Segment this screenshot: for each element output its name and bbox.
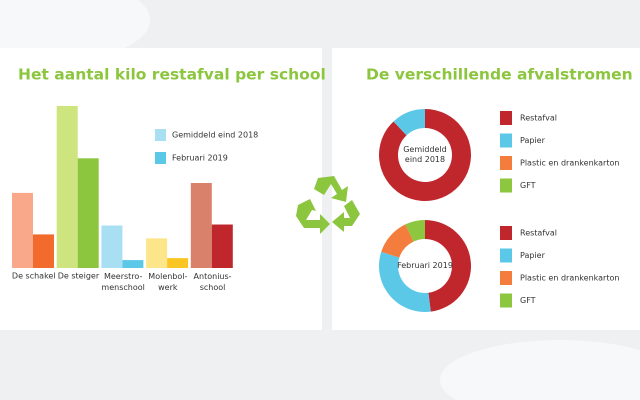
legend-swatch	[500, 226, 512, 240]
bar	[56, 105, 78, 268]
x-tick-label: Molenbol-werk	[148, 272, 187, 292]
label-line: Antonius-	[194, 272, 232, 281]
x-tick-label: Antonius-school	[194, 272, 232, 292]
legend-label: Februari 2019	[172, 154, 228, 163]
bar	[101, 225, 123, 268]
bar-title: Het aantal kilo restafval per school	[18, 66, 326, 84]
legend-swatch	[500, 178, 512, 193]
legend-label: Restafval	[520, 114, 557, 123]
cloud	[440, 340, 640, 400]
legend-label: Gemiddeld eind 2018	[172, 131, 258, 140]
x-tick-label: Meerstro-menschool	[101, 272, 144, 292]
label-line: school	[200, 283, 226, 292]
donut-segment	[425, 220, 471, 312]
legend-label: Restafval	[520, 229, 557, 238]
legend-label: GFT	[520, 296, 536, 305]
donut-center-label: Gemiddeld eind 2018	[403, 145, 447, 164]
donut-segment	[381, 224, 414, 258]
right-panel	[332, 48, 640, 330]
cloud	[0, 0, 150, 60]
donut-segment	[379, 109, 472, 202]
label-line: menschool	[101, 283, 144, 292]
donut-segment	[379, 251, 431, 312]
bar	[190, 183, 212, 268]
legend-swatch	[155, 152, 166, 164]
legend-swatch	[500, 156, 512, 170]
label-line: werk	[158, 283, 178, 292]
x-tick-label: De steiger	[58, 272, 100, 281]
bar	[167, 258, 189, 268]
left-panel	[0, 48, 322, 330]
bar	[12, 192, 33, 268]
bar	[211, 224, 233, 268]
bar	[33, 234, 54, 268]
legend-swatch	[500, 248, 512, 263]
bar	[77, 158, 99, 268]
recycle-icon	[296, 176, 360, 234]
legend-swatch	[500, 133, 512, 148]
donut-heading: De verschillende afvalstromen	[366, 66, 633, 84]
legend-label: Papier	[520, 251, 546, 260]
donut-segment	[405, 220, 425, 242]
legend-swatch	[500, 111, 512, 125]
label-line: Meerstro-	[104, 272, 142, 281]
donut-center-label: Februari 2019	[397, 261, 453, 270]
legend-swatch	[500, 271, 512, 285]
legend-swatch	[500, 293, 512, 308]
legend-label: Plastic en drankenkarton	[520, 159, 619, 168]
bar	[146, 238, 168, 268]
legend-label: Plastic en drankenkarton	[520, 274, 619, 283]
x-tick-label: De schakel	[12, 272, 56, 281]
legend-label: GFT	[520, 181, 536, 190]
legend-label: Papier	[520, 136, 546, 145]
donut-segment	[393, 109, 425, 136]
legend-swatch	[155, 129, 166, 141]
label-line: Molenbol-	[148, 272, 187, 281]
bar	[122, 260, 144, 268]
